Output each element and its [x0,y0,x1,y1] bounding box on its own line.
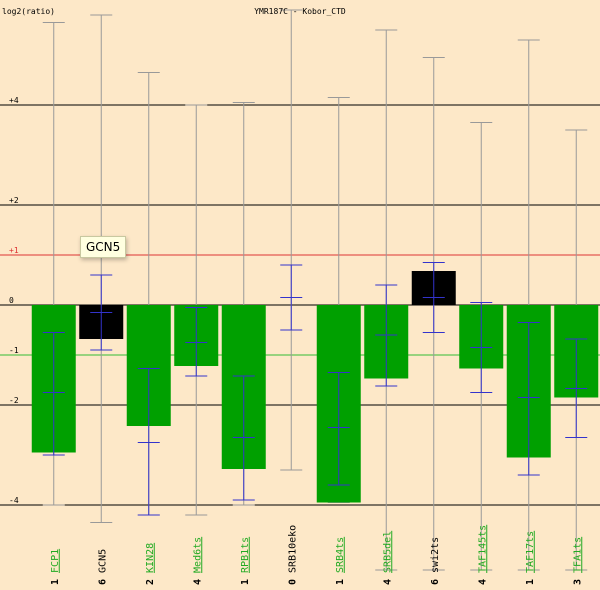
x-label-name: RPB1ts [240,537,251,573]
x-label-name: TFA1ts [572,537,583,573]
x-label-count: 1 [50,579,61,585]
x-label-name: FCP1 [50,549,61,573]
y-tick-label: -2 [9,396,19,405]
x-tick-label: 0 SRB10eko [287,525,298,585]
x-label-count: 3 [572,579,583,585]
x-tick-label: 6 swi2ts [430,537,441,585]
x-tick-label: 1 RPB1ts [240,537,251,585]
x-label-name: GCN5 [97,549,108,573]
x-label-count: 6 [97,579,108,585]
error-bars [42,262,588,516]
x-label-count: 1 [335,579,346,585]
x-tick-label: 1 SRB4ts [335,537,346,585]
x-label-name: SRB4ts [335,537,346,573]
x-tick-label: 4 SRB5del [382,531,393,585]
x-label-count: 0 [287,579,298,585]
range-lines [42,9,588,571]
y-tick-labels: +4 +2 +1 0 -1 -2 -4 [9,96,19,505]
x-tick-label: 1 FCP1 [50,549,61,585]
x-tick-label: 1 TAF17ts [525,531,536,585]
x-label-name: SRB5del [382,531,393,573]
hover-tooltip: GCN5 [80,236,127,258]
x-label-count: 4 [477,579,488,585]
x-label-count: 4 [192,579,203,585]
x-tick-label: 2 KIN28 [145,543,156,585]
y-tick-label: +2 [9,196,19,205]
x-tick-label: 4 TAF145ts [477,525,488,585]
x-label-count: 2 [145,579,156,585]
y-tick-label: 0 [9,296,14,305]
x-tick-labels: 1 FCP1 6 GCN5 2 KIN28 4 Med6ts 1 RPB1ts 0 SRB10eko 1… [50,525,584,585]
y-tick-label: +4 [9,96,19,105]
x-label-name: KIN28 [145,543,156,573]
x-label-name: TAF145ts [477,525,488,573]
x-tick-label: 6 GCN5 [97,549,108,585]
x-label-name: Med6ts [192,537,203,573]
x-label-name: swi2ts [430,537,441,573]
x-label-name: SRB10eko [287,525,298,573]
y-tick-label: +1 [9,246,19,255]
x-label-name: TAF17ts [525,531,536,573]
bars [31,271,599,503]
x-label-count: 1 [525,579,536,585]
x-tick-label: 4 Med6ts [192,537,203,585]
x-label-count: 4 [382,579,393,585]
x-tick-label: 3 TFA1ts [572,537,583,585]
y-tick-label: -4 [9,496,19,505]
y-axis-label: log2(ratio) [2,7,55,16]
x-label-count: 6 [430,579,441,585]
x-label-count: 1 [240,579,251,585]
y-tick-label: -1 [9,346,19,355]
chart-title: YMR187C - Kobor_CTD [254,7,346,16]
